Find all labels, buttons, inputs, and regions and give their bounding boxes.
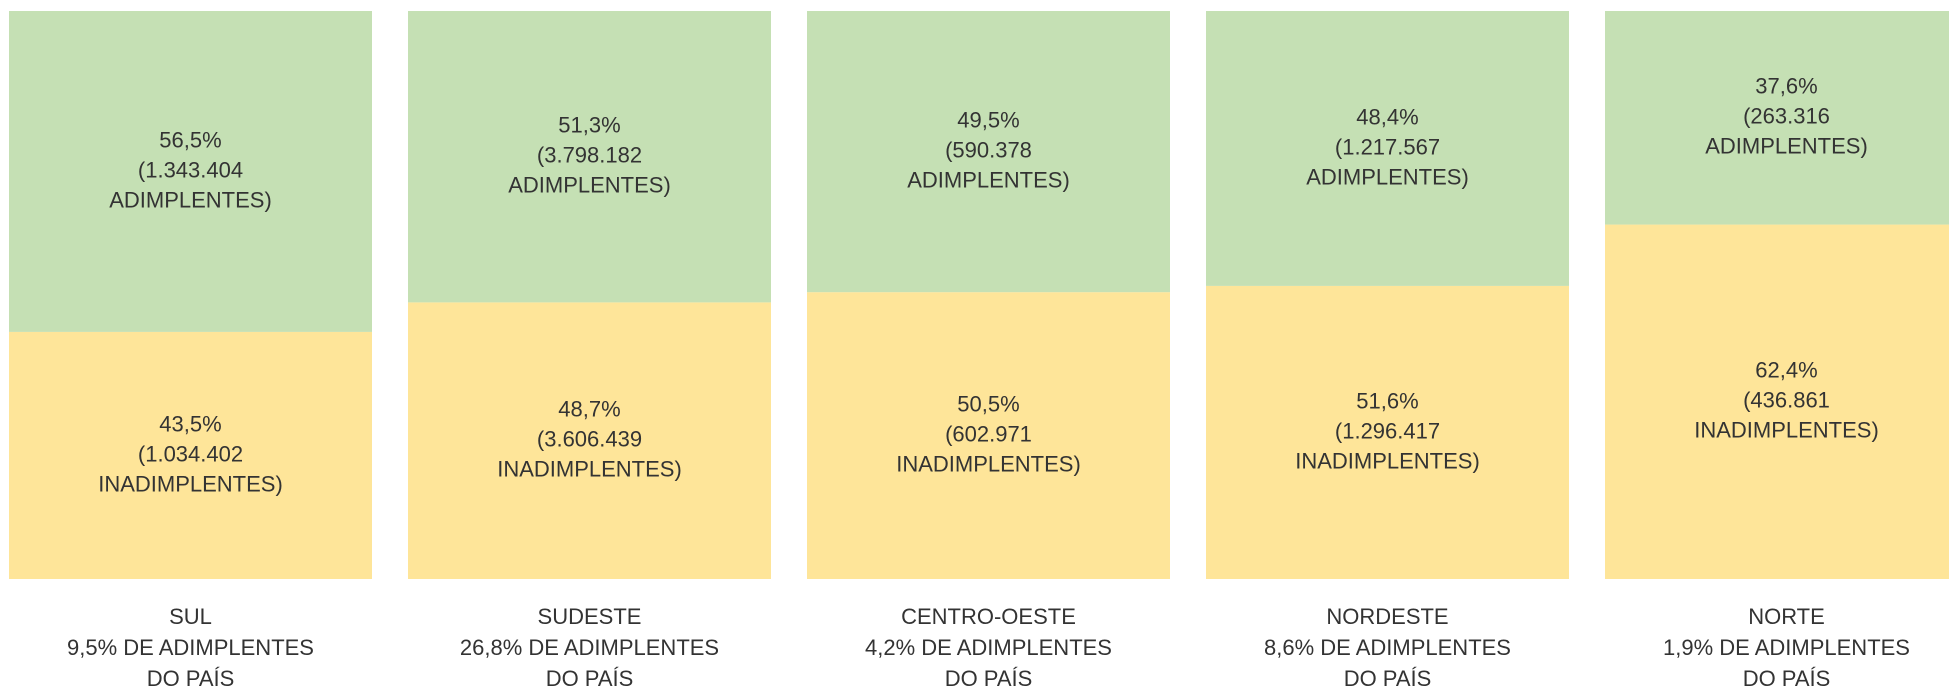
value-label: 51,3% — [558, 113, 620, 138]
count-label: (3.606.439 — [537, 427, 642, 452]
value-label: 43,5% — [159, 411, 221, 436]
count-label: (1.296.417 — [1335, 418, 1440, 443]
value-label: 51,6% — [1356, 388, 1418, 413]
category-footer: DO PAÍS — [147, 666, 235, 691]
category-label: CENTRO-OESTE — [901, 604, 1076, 629]
label-suffix: INADIMPLENTES) — [1694, 418, 1879, 443]
count-label: (1.343.404 — [138, 157, 243, 182]
label-suffix: ADIMPLENTES) — [109, 187, 272, 212]
bar-segment — [408, 11, 771, 303]
value-label: 50,5% — [957, 391, 1019, 416]
category-label: SUDESTE — [538, 604, 642, 629]
label-suffix: ADIMPLENTES) — [1705, 134, 1868, 159]
category-note: 9,5% DE ADIMPLENTES — [67, 635, 314, 660]
category-note: 26,8% DE ADIMPLENTES — [460, 635, 719, 660]
bar-segment — [1605, 11, 1949, 225]
category-label: NORTE — [1748, 604, 1825, 629]
label-suffix: ADIMPLENTES) — [907, 167, 1070, 192]
count-label: (3.798.182 — [537, 143, 642, 168]
category-footer: DO PAÍS — [1344, 666, 1432, 691]
count-label: (602.971 — [945, 421, 1032, 446]
bar-segment — [807, 11, 1170, 293]
label-suffix: ADIMPLENTES) — [1306, 164, 1469, 189]
bar-segment — [1206, 285, 1569, 579]
value-label: 37,6% — [1755, 74, 1817, 99]
label-suffix: ADIMPLENTES) — [508, 173, 671, 198]
label-suffix: INADIMPLENTES) — [497, 457, 682, 482]
value-label: 62,4% — [1755, 358, 1817, 383]
category-footer: DO PAÍS — [1743, 666, 1831, 691]
category-label: NORDESTE — [1326, 604, 1448, 629]
category-note: 1,9% DE ADIMPLENTES — [1663, 635, 1910, 660]
count-label: (1.034.402 — [138, 441, 243, 466]
count-label: (590.378 — [945, 137, 1032, 162]
value-label: 56,5% — [159, 127, 221, 152]
count-label: (1.217.567 — [1335, 134, 1440, 159]
count-label: (263.316 — [1743, 104, 1830, 129]
category-footer: DO PAÍS — [945, 666, 1033, 691]
category-footer: DO PAÍS — [546, 666, 634, 691]
bar-segment — [1605, 224, 1949, 579]
value-label: 48,7% — [558, 397, 620, 422]
category-note: 8,6% DE ADIMPLENTES — [1264, 635, 1511, 660]
bar-segment — [9, 331, 372, 579]
value-label: 48,4% — [1356, 104, 1418, 129]
bar-segment — [807, 292, 1170, 579]
bar-segment — [9, 11, 372, 332]
label-suffix: INADIMPLENTES) — [1295, 448, 1480, 473]
value-label: 49,5% — [957, 107, 1019, 132]
category-note: 4,2% DE ADIMPLENTES — [865, 635, 1112, 660]
bar-segment — [1206, 11, 1569, 286]
bar-segment — [408, 302, 771, 579]
category-label: SUL — [169, 604, 212, 629]
label-suffix: INADIMPLENTES) — [896, 451, 1081, 476]
label-suffix: INADIMPLENTES) — [98, 471, 283, 496]
count-label: (436.861 — [1743, 388, 1830, 413]
